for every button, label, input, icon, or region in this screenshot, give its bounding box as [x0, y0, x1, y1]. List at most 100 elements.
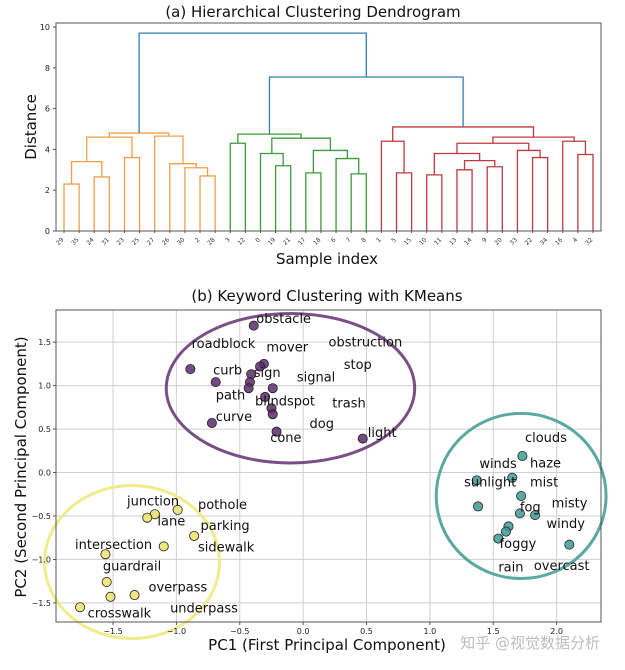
keyword-label: sign	[254, 366, 281, 381]
y-tick-label: 8	[45, 64, 50, 73]
data-point	[142, 512, 153, 523]
data-point	[357, 433, 368, 444]
leaf-label: 19	[267, 236, 277, 246]
keyword-label: stop	[344, 358, 372, 373]
leaf-label: 16	[554, 236, 564, 246]
data-point	[206, 417, 217, 428]
cluster-teal-ellipse	[434, 411, 608, 581]
leaf-label: 11	[433, 236, 443, 246]
x-tick-label: 2.0	[550, 627, 563, 636]
data-point	[267, 409, 278, 420]
keyword-label: underpass	[170, 601, 238, 616]
leaf-label: 1	[375, 236, 383, 244]
dendrogram-link-orange	[63, 183, 80, 231]
leaf-label: 8	[360, 236, 368, 244]
leaf-label: 6	[330, 236, 338, 244]
leaf-label: 31	[100, 236, 110, 246]
data-point	[158, 541, 169, 552]
keyword-label: winds	[479, 457, 517, 472]
leaf-label: 10	[418, 236, 428, 246]
data-point	[172, 504, 183, 515]
data-point	[255, 361, 266, 372]
keyword-label: pothole	[198, 498, 247, 513]
dendrogram-link-red	[516, 149, 541, 231]
leaf-label: 32	[584, 236, 594, 246]
dendrogram-ylabel: Distance	[22, 94, 40, 160]
keyword-label: light	[368, 426, 397, 441]
dendrogram-link-green	[312, 149, 349, 173]
leaf-label: 24	[85, 236, 95, 246]
data-point	[189, 530, 200, 541]
keyword-label: windy	[547, 517, 586, 532]
leaf-label: 21	[282, 236, 292, 246]
data-point	[129, 590, 140, 601]
x-tick-label: −1.5	[103, 627, 122, 636]
x-tick-label: 1.0	[424, 627, 437, 636]
data-point	[471, 475, 482, 486]
keyword-label: sunlight	[464, 475, 516, 490]
kmeans-ylabel: PC2 (Second Principal Component)	[12, 336, 30, 597]
leaf-label: 28	[206, 236, 216, 246]
keyword-label: mover	[266, 341, 308, 356]
dendrogram-link-orange	[199, 175, 216, 231]
leaf-label: 3	[224, 236, 232, 244]
dendrogram-link-red	[426, 174, 443, 231]
dendrogram-link-red	[395, 172, 413, 231]
data-point	[185, 364, 196, 375]
dendrogram-link-red	[531, 156, 549, 231]
data-point	[101, 577, 112, 588]
dendrogram-link-blue	[268, 76, 464, 135]
dendrogram-link-green	[271, 137, 332, 154]
dendrogram-link-green	[335, 157, 360, 231]
keyword-label: overcast	[534, 559, 590, 574]
dendrogram-link-orange	[70, 160, 103, 185]
leaf-label: 2	[194, 236, 202, 244]
x-tick-label: 1.5	[487, 627, 500, 636]
leaf-label: 26	[161, 236, 171, 246]
keyword-label: roadblock	[192, 337, 256, 352]
y-tick-label: 4	[45, 145, 50, 154]
kmeans-title: (b) Keyword Clustering with KMeans	[191, 287, 462, 305]
leaf-label: 14	[463, 236, 473, 246]
keyword-label: path	[216, 389, 246, 404]
watermark: 知乎 @视觉数据分析	[460, 634, 600, 652]
keyword-label: junction	[126, 495, 179, 510]
data-point	[271, 426, 282, 437]
data-point	[493, 533, 504, 544]
keyword-label: guardrail	[103, 560, 161, 575]
leaf-label: 29	[55, 236, 65, 246]
keyword-label: curve	[216, 410, 252, 425]
keyword-label: mist	[530, 475, 558, 490]
y-tick-label: 2	[45, 186, 50, 195]
leaf-label: 22	[524, 236, 534, 246]
dendrogram-title: (a) Hierarchical Clustering Dendrogram	[165, 3, 460, 21]
kmeans-xlabel: PC1 (First Principal Component)	[208, 636, 446, 654]
leaf-label: 34	[539, 236, 549, 246]
data-point	[514, 508, 525, 519]
leaf-label: 9	[481, 236, 489, 244]
dendrogram-frame	[55, 22, 602, 232]
leaf-label: 20	[493, 236, 503, 246]
x-tick-label: 0.0	[297, 627, 310, 636]
leaf-label: 4	[572, 236, 580, 244]
keyword-label: sidewalk	[198, 541, 255, 556]
data-point	[267, 383, 278, 394]
data-point	[105, 591, 116, 602]
y-tick-label: −0.5	[32, 512, 51, 521]
keyword-label: blindspot	[255, 395, 315, 410]
data-point	[210, 377, 221, 388]
dendrogram-link-green	[350, 173, 367, 231]
data-point	[100, 549, 111, 560]
dendrogram-link-red	[577, 153, 594, 231]
y-tick-label: 0.5	[38, 425, 51, 434]
keyword-label: obstruction	[329, 336, 403, 351]
dendrogram-link-orange	[184, 167, 209, 231]
keyword-label: intersection	[75, 538, 152, 553]
y-tick-label: 1.0	[38, 382, 51, 391]
leaf-label: 17	[297, 236, 307, 246]
cluster-yellow-ellipse	[43, 484, 221, 641]
leaf-label: 0	[254, 236, 262, 244]
leaf-label: 23	[116, 236, 126, 246]
data-point	[248, 320, 259, 331]
